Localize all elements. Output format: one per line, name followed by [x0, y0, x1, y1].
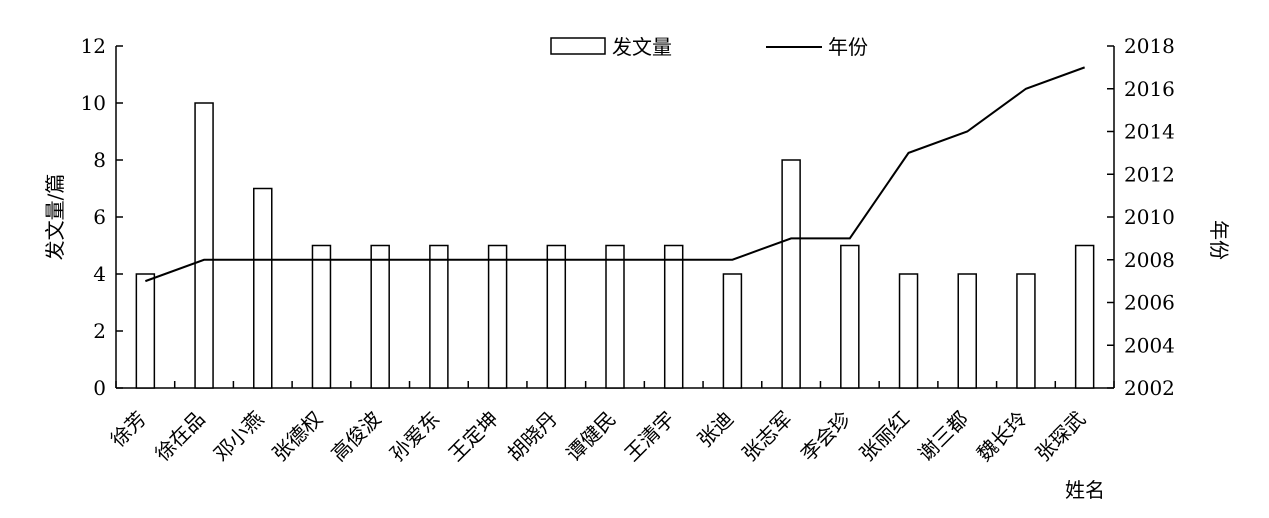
y-right-tick-label: 2016	[1124, 77, 1175, 101]
bar	[135, 273, 156, 389]
y-left-tick-label: 6	[93, 205, 106, 229]
x-axis-label: 姓名	[1065, 478, 1105, 502]
y-right-tick-label: 2006	[1124, 291, 1175, 315]
legend-bar-swatch	[550, 37, 606, 55]
y-right-tick-label: 2008	[1124, 248, 1175, 272]
y-axis-right-label: 年份	[1207, 220, 1231, 260]
y-left-tick-label: 4	[93, 262, 106, 286]
year-line	[145, 66, 1085, 283]
bar	[722, 273, 743, 389]
x-tick-label: 高俊波	[326, 407, 385, 466]
y-right-tick-label: 2010	[1124, 205, 1175, 229]
y-right-tick-label: 2002	[1124, 376, 1175, 400]
y-axis-left-label: 发文量/篇	[43, 174, 67, 261]
bar	[311, 244, 332, 389]
bar	[957, 273, 977, 389]
x-tick-label: 张志军	[737, 407, 796, 466]
x-tick-label: 谢三都	[913, 407, 972, 466]
y-right-tick-label: 2014	[1124, 120, 1175, 144]
x-tick-label: 魏长玲	[972, 407, 1031, 466]
y-left-tick-label: 10	[81, 91, 106, 115]
legend-bar-label: 发文量	[612, 35, 672, 59]
y-left-tick-label: 0	[93, 376, 106, 400]
bars	[135, 102, 1095, 389]
y-left-tick-label: 2	[93, 319, 106, 343]
x-tick-label: 谭健民	[561, 407, 620, 466]
y-right-tick-label: 2018	[1124, 34, 1175, 58]
bar	[663, 244, 684, 389]
x-tick-label: 张琛武	[1031, 407, 1090, 466]
x-tick-label: 胡晓丹	[502, 407, 561, 466]
x-tick-label: 徐在品	[150, 407, 209, 466]
bar	[898, 273, 919, 389]
x-tick-label: 张德权	[268, 407, 327, 466]
x-tick-label: 王清宇	[620, 407, 679, 466]
bar	[605, 244, 625, 389]
year-line-path	[145, 66, 1085, 283]
bar	[546, 244, 567, 389]
bar	[194, 102, 214, 389]
bar	[781, 159, 801, 389]
y-left-tick-label: 12	[81, 34, 106, 58]
bar	[429, 244, 449, 389]
bar	[253, 187, 273, 389]
y-right-tick-label: 2004	[1124, 333, 1175, 357]
x-tick-label: 张迪	[693, 407, 738, 452]
x-tick-label: 李会珍	[796, 407, 855, 466]
bar	[370, 244, 390, 389]
bar	[1074, 244, 1095, 389]
x-tick-label: 孙爱东	[385, 407, 444, 466]
x-tick-label: 邓小燕	[209, 407, 268, 466]
x-tick-label: 张丽红	[855, 407, 914, 466]
bar	[840, 244, 860, 389]
x-tick-label: 王定坤	[444, 407, 503, 466]
x-tick-label: 徐芳	[106, 407, 151, 452]
y-right-tick-label: 2012	[1124, 162, 1175, 186]
legend-line-label: 年份	[828, 35, 868, 59]
bar	[487, 244, 508, 389]
legend: 发文量 年份	[550, 35, 868, 59]
bar	[1016, 273, 1036, 389]
y-left-tick-label: 8	[93, 148, 106, 172]
